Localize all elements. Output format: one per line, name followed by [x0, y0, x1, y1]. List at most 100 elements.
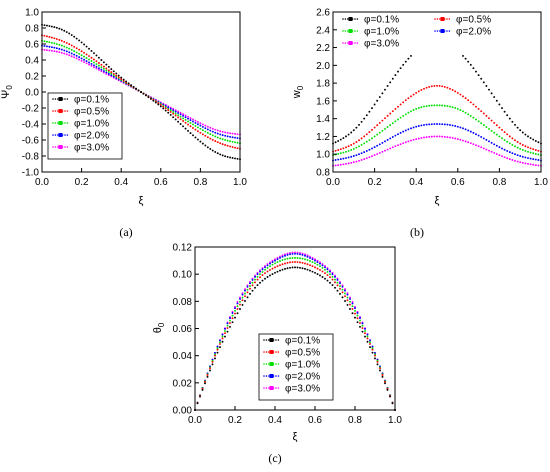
data-point [50, 36, 53, 39]
data-point [360, 137, 363, 140]
data-point [415, 107, 418, 110]
data-point [506, 140, 509, 143]
data-point [97, 56, 100, 59]
data-point [291, 261, 294, 263]
data-point [58, 27, 61, 30]
data-point [339, 292, 341, 295]
data-point [537, 153, 540, 156]
data-point [443, 104, 446, 107]
legend-label: φ=2.0% [74, 131, 109, 142]
data-point [329, 281, 331, 284]
data-point [187, 123, 189, 126]
panel-a-legend: φ=0.1%φ=0.5%φ=1.0%φ=2.0%φ=3.0% [47, 92, 123, 160]
data-point [508, 158, 511, 161]
data-point [284, 258, 286, 261]
legend-marker [269, 386, 274, 390]
data-point [378, 121, 381, 124]
data-point [350, 149, 353, 151]
data-point [88, 47, 90, 50]
data-point [356, 312, 359, 314]
data-point [80, 59, 83, 62]
data-point [60, 51, 63, 54]
legend-swatch-dot [66, 122, 69, 124]
data-point [480, 136, 483, 138]
legend-swatch-dot [265, 351, 268, 353]
data-point [366, 335, 369, 338]
data-point [221, 340, 224, 343]
data-point [259, 269, 261, 272]
data-point [271, 273, 274, 276]
data-point [83, 43, 86, 46]
data-point [68, 54, 71, 57]
data-point [324, 272, 326, 275]
data-point [221, 143, 224, 146]
data-point [404, 141, 407, 144]
data-point [346, 293, 349, 296]
data-point [226, 322, 229, 325]
data-point [384, 149, 386, 152]
data-point [454, 107, 457, 109]
legend-swatch-dot [66, 110, 69, 112]
legend-marker [440, 29, 445, 33]
data-point [498, 146, 501, 149]
data-point [358, 153, 360, 156]
data-point [363, 142, 366, 145]
data-point [219, 339, 221, 342]
data-point [43, 48, 46, 51]
data-point [115, 72, 118, 75]
data-point [100, 66, 103, 69]
data-point [352, 142, 355, 145]
data-point [376, 99, 379, 102]
data-point [314, 271, 316, 274]
data-point [85, 62, 88, 65]
data-point [521, 149, 524, 151]
data-point [229, 319, 231, 322]
data-point [347, 133, 350, 136]
data-point [58, 51, 61, 54]
data-point [516, 126, 519, 129]
data-point [498, 154, 501, 157]
data-point [206, 128, 209, 131]
data-point [399, 143, 402, 146]
legend-swatch-dot [347, 42, 349, 44]
data-point [299, 266, 301, 269]
data-point [306, 268, 309, 271]
data-point [157, 103, 160, 106]
data-point [346, 303, 349, 306]
data-point [60, 48, 63, 51]
data-point [350, 155, 353, 158]
data-point [254, 275, 256, 278]
legend-label: φ=0.5% [285, 348, 320, 359]
data-point [189, 132, 192, 135]
data-point [482, 81, 485, 84]
data-point [342, 163, 345, 166]
data-point [314, 266, 316, 269]
data-point [251, 278, 254, 281]
data-point [534, 164, 537, 167]
legend-swatch-dot [434, 18, 436, 20]
data-point [364, 330, 366, 332]
data-point [399, 116, 402, 119]
data-point [354, 312, 356, 315]
data-point [366, 337, 369, 340]
data-point [441, 85, 444, 88]
data-point [341, 291, 344, 294]
data-point [529, 151, 532, 154]
data-point [368, 110, 371, 113]
data-point [475, 133, 477, 136]
data-point [221, 337, 224, 340]
data-point [459, 93, 462, 96]
data-point [167, 109, 170, 112]
data-point [259, 270, 261, 273]
data-point [58, 43, 61, 46]
data-point [420, 106, 423, 109]
data-point [485, 138, 488, 141]
panel-b-x-axis-label: ξ [435, 195, 440, 207]
data-point [50, 41, 53, 44]
data-point [503, 139, 506, 141]
legend-swatch-dot [57, 146, 59, 148]
legend-swatch-dot [446, 30, 448, 32]
data-point [386, 126, 389, 128]
data-point [48, 36, 51, 38]
